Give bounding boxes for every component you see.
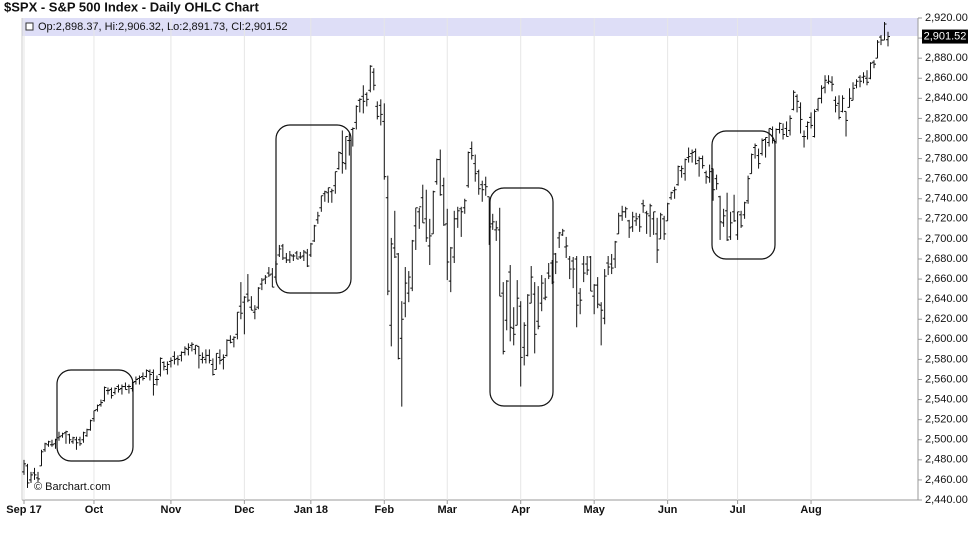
- y-tick-label: 2,440.00: [925, 494, 968, 506]
- y-tick-label: 2,560.00: [925, 373, 968, 385]
- y-tick-label: 2,880.00: [925, 52, 968, 64]
- x-tick-label: Apr: [511, 504, 531, 516]
- x-tick-label: Feb: [375, 504, 395, 516]
- y-tick-label: 2,540.00: [925, 393, 968, 405]
- highlight-box: [489, 187, 554, 407]
- y-tick-label: 2,720.00: [925, 213, 968, 225]
- y-tick-label: 2,480.00: [925, 454, 968, 466]
- chart-title: $SPX - S&P 500 Index - Daily OHLC Chart: [4, 0, 259, 14]
- y-tick-label: 2,740.00: [925, 193, 968, 205]
- y-tick-label: 2,680.00: [925, 253, 968, 265]
- y-tick-label: 2,520.00: [925, 414, 968, 426]
- y-tick-label: 2,460.00: [925, 474, 968, 486]
- x-tick-label: Nov: [161, 504, 183, 516]
- info-band: [22, 18, 918, 36]
- x-tick-label: Sep 17: [6, 504, 41, 516]
- y-tick-label: 2,920.00: [925, 12, 968, 24]
- y-tick-label: 2,580.00: [925, 353, 968, 365]
- y-tick-label: 2,860.00: [925, 72, 968, 84]
- info-icon: [25, 22, 34, 31]
- info-text: Op:2,898.37, Hi:2,906.32, Lo:2,891.73, C…: [38, 21, 288, 33]
- x-tick-label: Jan 18: [294, 504, 328, 516]
- last-price-label: 2,901.52: [924, 30, 967, 42]
- x-tick-label: Mar: [437, 504, 457, 516]
- highlight-box: [56, 369, 134, 462]
- y-tick-label: 2,640.00: [925, 293, 968, 305]
- x-tick-label: Aug: [800, 504, 821, 516]
- y-tick-label: 2,660.00: [925, 273, 968, 285]
- highlight-box: [275, 124, 352, 294]
- y-tick-label: 2,820.00: [925, 112, 968, 124]
- y-tick-label: 2,760.00: [925, 173, 968, 185]
- y-tick-label: 2,700.00: [925, 233, 968, 245]
- x-tick-label: Jun: [658, 504, 678, 516]
- y-tick-label: 2,840.00: [925, 92, 968, 104]
- x-tick-label: May: [583, 504, 605, 516]
- y-tick-label: 2,600.00: [925, 333, 968, 345]
- last-price-tag: [922, 29, 968, 44]
- x-tick-label: Jul: [730, 504, 746, 516]
- plot-area: [22, 18, 890, 500]
- y-tick-label: 2,500.00: [925, 434, 968, 446]
- watermark: © Barchart.com: [34, 481, 111, 493]
- x-tick-label: Dec: [234, 504, 254, 516]
- y-tick-label: 2,620.00: [925, 313, 968, 325]
- x-tick-label: Oct: [85, 504, 104, 516]
- highlight-box: [711, 130, 776, 260]
- y-tick-label: 2,780.00: [925, 152, 968, 164]
- y-tick-label: 2,800.00: [925, 132, 968, 144]
